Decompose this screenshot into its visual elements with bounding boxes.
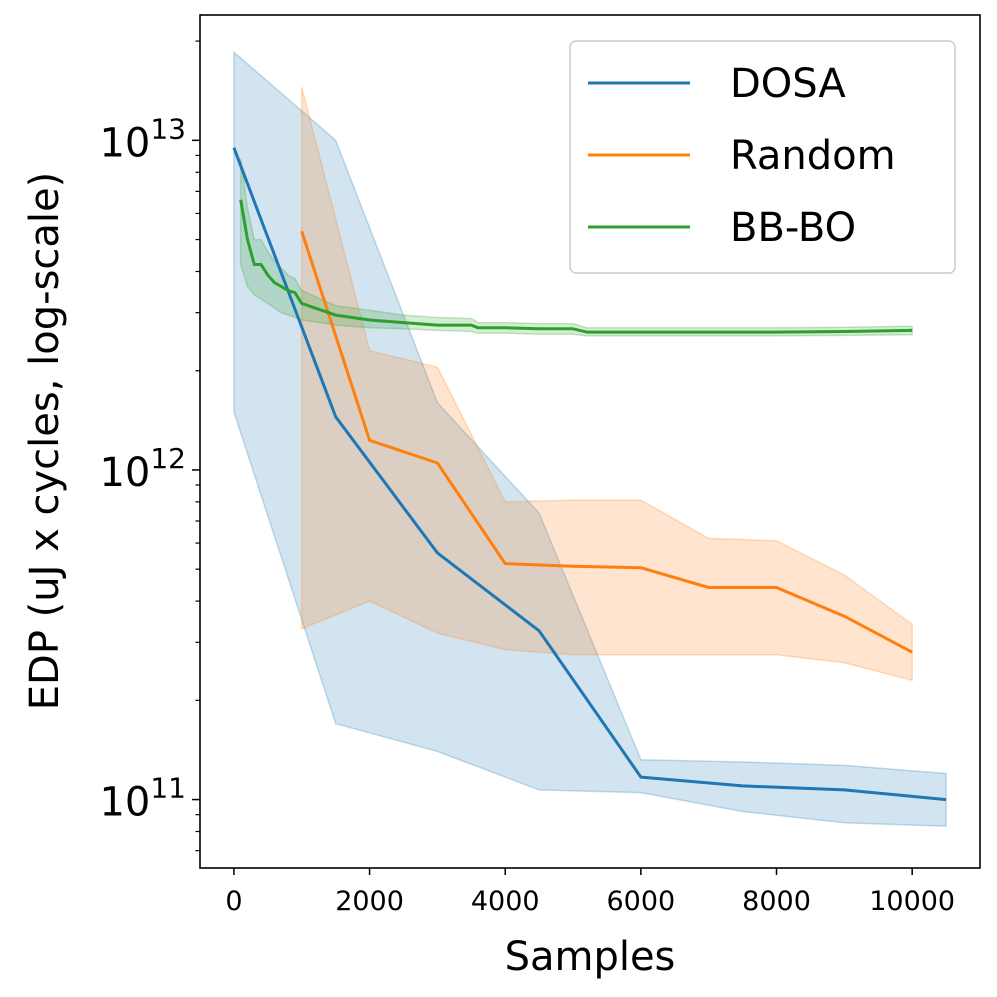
legend-label-random: Random: [730, 133, 896, 179]
y-tick-base: 10: [99, 120, 150, 166]
bb-bo-confidence-band: [239, 158, 913, 337]
x-tick-label: 8000: [742, 886, 811, 917]
y-tick-label: 1011: [99, 772, 186, 826]
y-axis-label: EDP (uJ x cycles, log-scale): [22, 172, 68, 711]
x-axis-ticks: 0 2000 4000 6000 8000 10000: [225, 868, 955, 917]
y-tick-base: 10: [99, 780, 150, 826]
confidence-bands: [233, 50, 947, 827]
y-tick-label: 1012: [99, 442, 186, 496]
y-tick-exponent: 12: [150, 442, 186, 475]
legend-label-dosa: DOSA: [730, 61, 846, 107]
legend: DOSA Random BB-BO: [569, 40, 956, 274]
random-line: [300, 230, 913, 654]
x-tick-label: 10000: [869, 886, 955, 917]
x-axis-label: Samples: [505, 934, 676, 980]
x-tick-label: 6000: [607, 886, 676, 917]
y-tick-exponent: 11: [150, 772, 186, 805]
x-tick-label: 0: [225, 886, 242, 917]
y-tick-label: 1013: [99, 112, 186, 166]
x-tick-label: 2000: [335, 886, 404, 917]
legend-label-bb-bo: BB-BO: [730, 205, 856, 251]
plot-frame: [199, 14, 981, 869]
y-tick-base: 10: [99, 450, 150, 496]
x-tick-label: 4000: [471, 886, 540, 917]
random-confidence-band: [300, 86, 913, 682]
dosa-line: [232, 147, 947, 802]
bb-bo-line: [239, 199, 913, 334]
y-tick-exponent: 13: [150, 112, 186, 145]
legend-box: [569, 40, 956, 274]
series-lines: [232, 147, 947, 802]
dosa-confidence-band: [233, 50, 947, 827]
